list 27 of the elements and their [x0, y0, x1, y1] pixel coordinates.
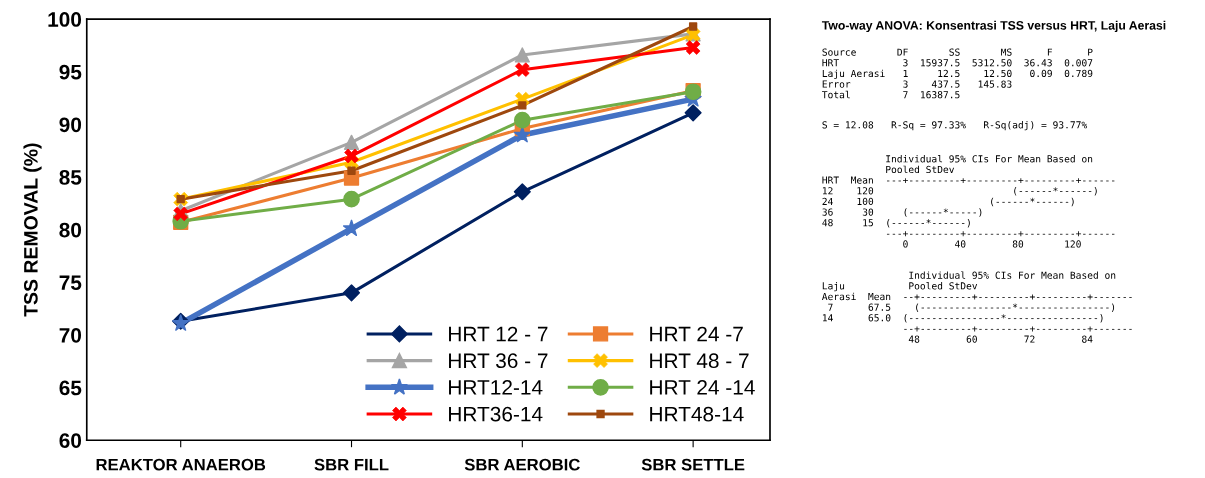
- text: Individual 95% CIs For Mean Based on Pooled StDev HRT Mean ---+---------+---------+---------+------ 12 120 (------*------) 24 100 (------*------) 36 30 (------*-----) 48 15 (------*------) ---+---------+---------+---------+------ 0 40 80 120: [822, 154, 1115, 248]
- y-tick-label: 75: [59, 275, 82, 291]
- text: Two-way ANOVA: Konsentrasi TSS versus HRT, Laju Aerasi: [821, 20, 1166, 33]
- legend-label: HRT36-14: [449, 406, 543, 422]
- legend-label: HRT 36 - 7: [449, 353, 548, 369]
- legend-label: HRT 48 - 7: [650, 353, 749, 369]
- y-tick-label: 85: [59, 170, 82, 185]
- source-note: Source DF SS MS F P HRT 3 15937.5 5312.50 36.43 0.007 Laju Aerasi 1 12.5 12.50 0.09 0.789 Error 3 437.5 145.83 Total 7 16387.5: [822, 48, 1093, 99]
- x-tick-label: SBR AEROBIC: [464, 458, 580, 471]
- y-tick-label: 95: [59, 64, 82, 80]
- legend-label: HRT 12 - 7: [449, 326, 548, 342]
- text: Individual 95% CIs For Mean Based on Laju Pooled StDev Aerasi Mean --+---------+---------+---------+------- 7 67.5 (----------------*----------------) 14 65.0 (----------------*----------------) --+---------+---------+---------+------- 48 60 72 84: [821, 271, 1132, 343]
- y-axis-title: TSS REMOVAL (%): [23, 143, 42, 317]
- y-tick-label: 65: [59, 380, 82, 396]
- legend-label: HRT 24 -7: [650, 326, 743, 342]
- x-tick-label: REAKTOR ANAEROB: [96, 458, 266, 471]
- x-tick-label: SBR SETTLE: [641, 458, 745, 471]
- x-tick-label: SBR FILL: [314, 458, 389, 471]
- legend-label: HRT 24 -14: [650, 380, 755, 395]
- text: S = 12.08 R-Sq = 97.33% R-Sq(adj) = 93.77%: [822, 121, 1088, 131]
- y-tick-label: 90: [59, 117, 82, 133]
- y-tick-label: 80: [59, 222, 82, 238]
- legend-label: HRT48-14: [650, 406, 744, 422]
- y-tick-label: 100: [48, 12, 82, 27]
- legend-label: HRT12-14: [449, 380, 543, 395]
- y-tick-label: 70: [59, 327, 82, 343]
- y-tick-label: 60: [59, 433, 82, 448]
